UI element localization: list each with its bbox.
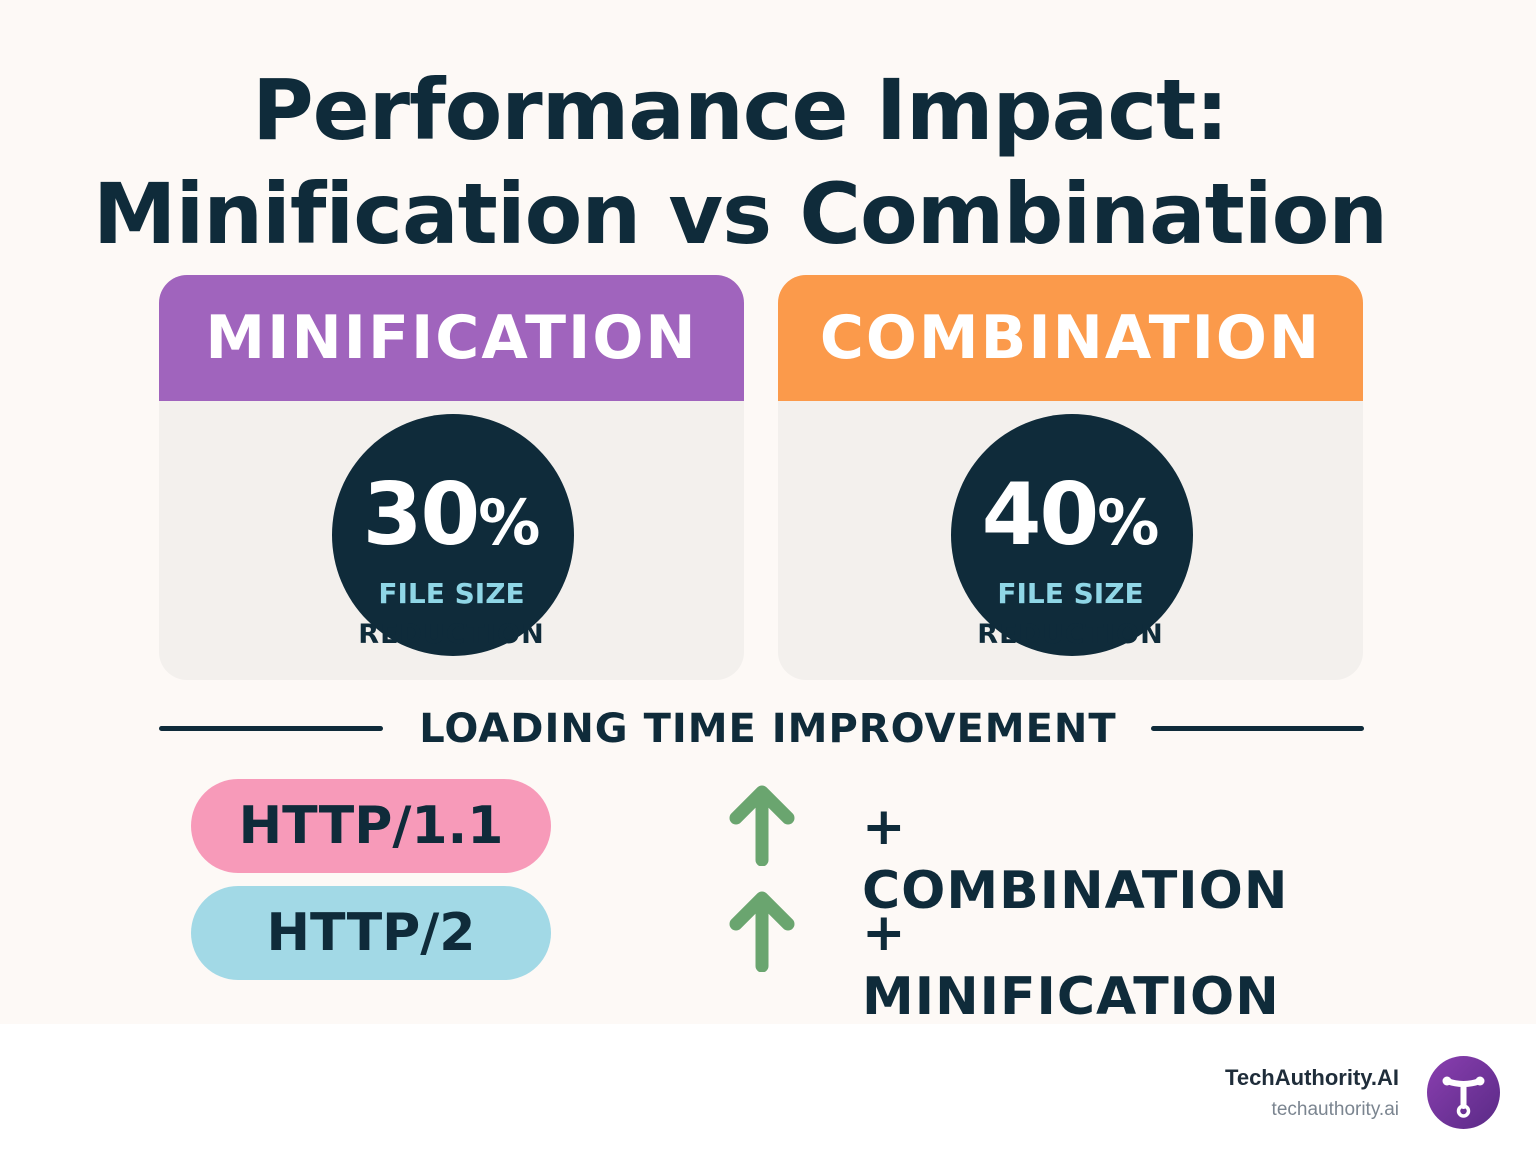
divider-left	[159, 726, 383, 731]
minification-stat-circle	[332, 414, 574, 656]
combination-stat-circle	[951, 414, 1193, 656]
title-line-2: Minification vs Combination	[92, 165, 1388, 263]
protocol-pill-http11: HTTP/1.1	[191, 779, 551, 873]
minification-percentage-unit: %	[478, 486, 541, 559]
combination-percentage: 40%	[778, 465, 1363, 573]
combination-file-size-label: FILE SIZE	[997, 577, 1144, 610]
page-title: Performance Impact: Minification vs Comb…	[0, 58, 1480, 266]
brand-url[interactable]: techauthority.ai	[1271, 1099, 1399, 1120]
divider-right	[1151, 726, 1364, 731]
section-heading: LOADING TIME IMPROVEMENT	[419, 706, 1117, 752]
minification-reduction-label: REDUCTION	[358, 619, 545, 650]
combination-reduction-label: REDUCTION	[977, 619, 1164, 650]
technique-label-combination: + COMBINATION	[862, 797, 1289, 921]
arrow-up-icon	[729, 891, 795, 972]
minification-card: MINIFICATION 30% FILE SIZE REDUCTION	[159, 275, 744, 680]
minification-percentage-value: 30	[362, 465, 481, 565]
technique-label-minification: + MINIFICATION	[862, 903, 1280, 1027]
arrow-up-icon	[729, 785, 795, 866]
minification-percentage: 30%	[159, 465, 744, 573]
infographic-canvas: Performance Impact: Minification vs Comb…	[0, 58, 1480, 1027]
techauthority-logo-icon	[1427, 1056, 1500, 1129]
protocol-pill-http2: HTTP/2	[191, 886, 551, 980]
combination-percentage-unit: %	[1097, 486, 1160, 559]
combination-card: COMBINATION 40% FILE SIZE REDUCTION	[778, 275, 1363, 680]
combination-card-header: COMBINATION	[778, 275, 1363, 401]
minification-card-header: MINIFICATION	[159, 275, 744, 401]
title-line-1: Performance Impact:	[252, 61, 1229, 159]
combination-percentage-value: 40	[981, 465, 1100, 565]
minification-file-size-label: FILE SIZE	[378, 577, 525, 610]
brand-name: TechAuthority.AI	[1225, 1065, 1399, 1090]
